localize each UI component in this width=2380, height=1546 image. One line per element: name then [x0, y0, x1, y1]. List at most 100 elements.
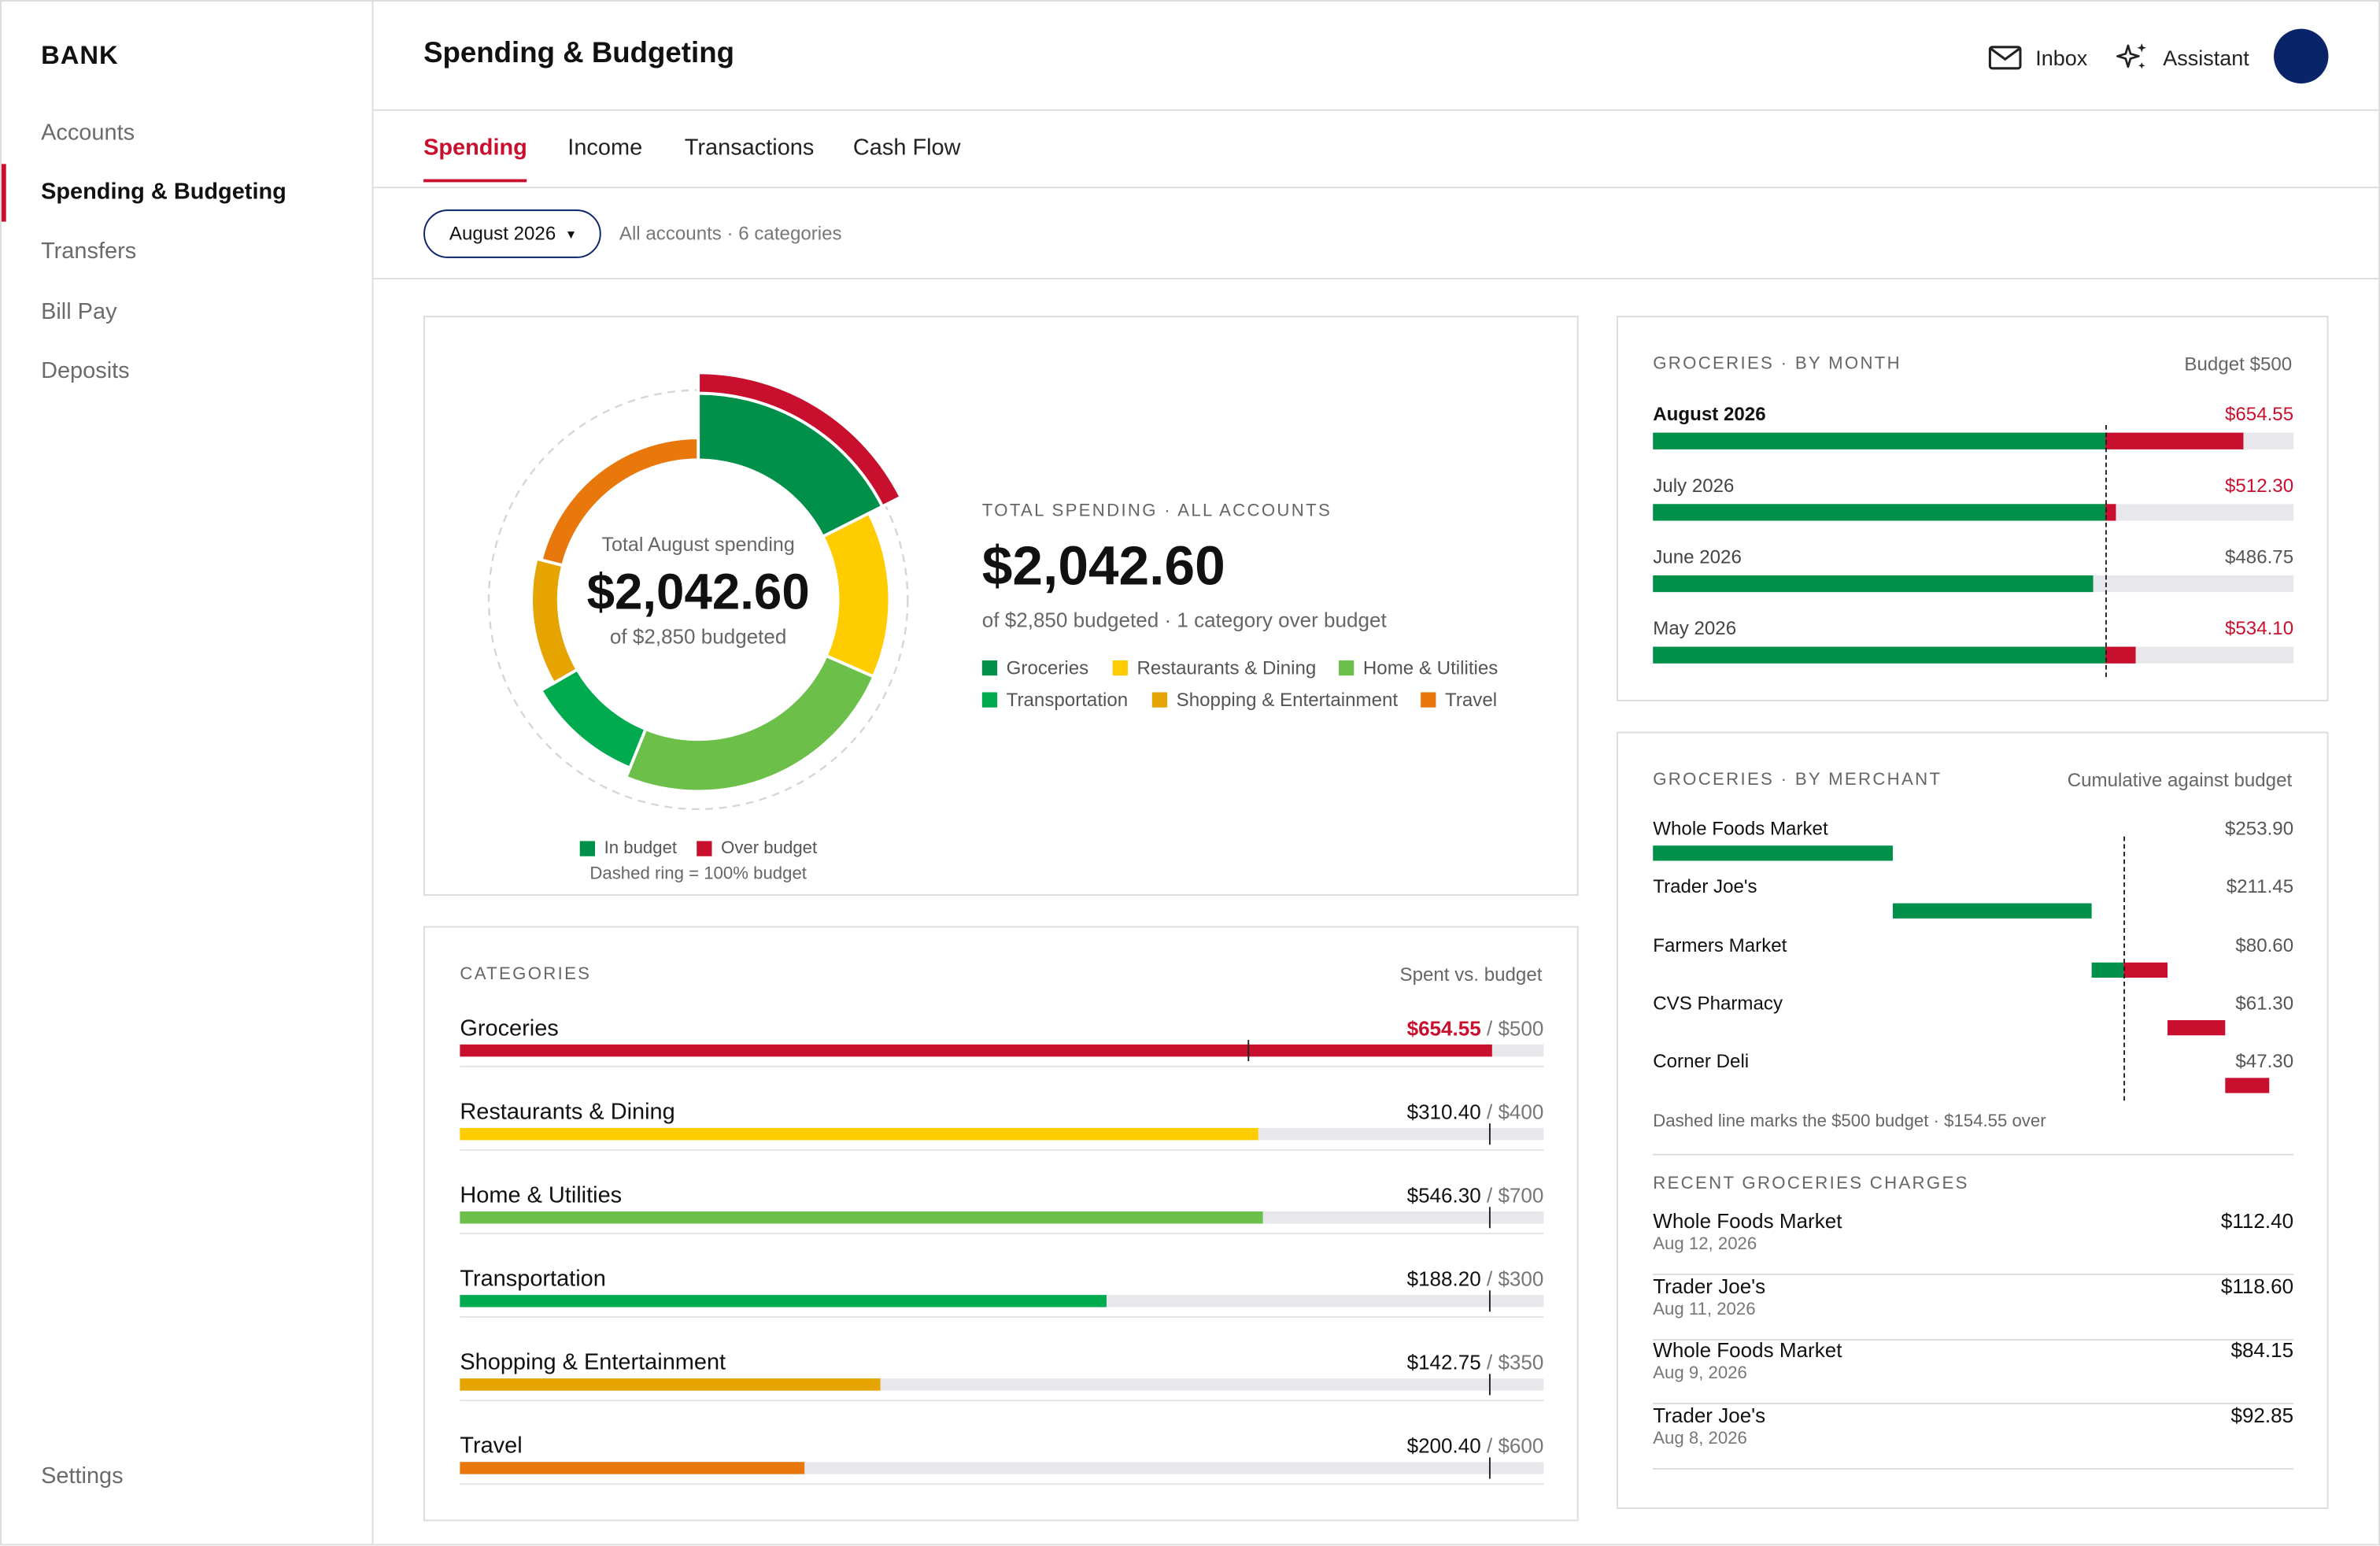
by-merchant-note: Dashed line marks the $500 budget · $154…: [1653, 1112, 2046, 1131]
legend-swatch: [981, 660, 998, 676]
spending-overview-card: Total August spending $2,042.60 of $2,85…: [423, 316, 1579, 896]
category-progress-fill: [460, 1211, 1264, 1224]
month-bar-track: [1653, 432, 2294, 449]
top-bar: Spending & Budgeting Inbox Assistant: [373, 2, 2379, 111]
merchant-name: Trader Joe's: [1653, 876, 1757, 898]
category-spent: $310.40: [1406, 1100, 1481, 1124]
charge-row[interactable]: Whole Foods Market Aug 12, 2026 $112.40: [1653, 1210, 2294, 1276]
category-row[interactable]: Groceries $654.55 / $500: [460, 1015, 1543, 1076]
merchant-name: Whole Foods Market: [1653, 818, 1828, 840]
summary-value: $2,042.60: [981, 534, 1225, 597]
category-spent: $188.20: [1406, 1267, 1481, 1291]
category-progress-track: [460, 1374, 1544, 1396]
category-name: Home & Utilities: [460, 1182, 623, 1209]
tab-cash-flow[interactable]: Cash Flow: [852, 135, 961, 161]
donut-slice-travel[interactable]: [539, 436, 700, 568]
legend-restaurants-label: Restaurants & Dining: [1136, 657, 1317, 679]
charge-merchant: Trader Joe's: [1653, 1274, 1766, 1298]
sidebar-item-accounts[interactable]: Accounts: [41, 120, 135, 146]
charge-row[interactable]: Whole Foods Market Aug 9, 2026 $84.15: [1653, 1340, 2294, 1405]
donut-slice-over-budget[interactable]: [697, 371, 904, 509]
category-row[interactable]: Transportation $188.20 / $300: [460, 1266, 1543, 1326]
charge-row[interactable]: Trader Joe's Aug 8, 2026 $92.85: [1653, 1404, 2294, 1470]
category-name: Shopping & Entertainment: [460, 1349, 726, 1376]
category-progress-fill: [460, 1378, 880, 1391]
legend-swatch: [1339, 660, 1354, 676]
divider: [460, 1148, 1544, 1151]
merchant-bar-in-budget: [1891, 904, 2091, 919]
merchant-bar-in-budget: [2090, 961, 2124, 978]
month-bar-over-budget: [2105, 432, 2245, 449]
month-bar-in-budget: [1653, 646, 2105, 664]
donut-slice-transportation[interactable]: [538, 667, 648, 771]
legend-groceries: Groceries: [981, 657, 1088, 679]
month-dropdown[interactable]: August 2026 ▼: [423, 209, 601, 258]
groceries-by-month-card: GROCERIES · BY MONTH Budget $500 August …: [1616, 316, 2329, 702]
month-bar-over-budget: [2105, 646, 2136, 664]
charge-amount: $92.85: [2230, 1404, 2294, 1428]
merchant-row[interactable]: Corner Deli $47.30: [1653, 1051, 2293, 1108]
merchant-bar-in-budget: [1653, 845, 1892, 861]
sidebar-item-bill-pay[interactable]: Bill Pay: [41, 298, 117, 325]
category-budget: / $600: [1480, 1434, 1544, 1458]
by-month-budget: Budget $500: [2184, 353, 2293, 375]
merchant-bar-over-budget: [2167, 1019, 2225, 1036]
by-merchant-right-label: Cumulative against budget: [2067, 769, 2293, 791]
charge-merchant: Whole Foods Market: [1653, 1210, 1842, 1233]
main-content: Spending & Budgeting Inbox Assistant Spe…: [373, 0, 2380, 1546]
donut-center-value: $2,042.60: [586, 563, 810, 620]
budget-line: [2105, 425, 2106, 678]
merchant-row[interactable]: CVS Pharmacy $61.30: [1653, 993, 2293, 1050]
category-spent: $200.40: [1406, 1434, 1481, 1458]
mail-icon: [1988, 46, 2022, 70]
assistant-button[interactable]: Assistant: [2116, 41, 2249, 74]
spending-donut-chart: [487, 371, 909, 811]
divider: [460, 1316, 1544, 1319]
donut-slice-home-utilities[interactable]: [623, 653, 876, 793]
merchant-name: Corner Deli: [1653, 1050, 1750, 1072]
sparkle-icon: [2116, 43, 2147, 69]
tab-bar: Spending Income Transactions Cash Flow: [373, 111, 2379, 189]
month-label: June 2026: [1653, 546, 1742, 568]
month-amount: $654.55: [2224, 404, 2294, 426]
legend-travel-label: Travel: [1445, 689, 1498, 711]
month-bar-in-budget: [1653, 575, 2093, 593]
sidebar-item-settings[interactable]: Settings: [41, 1463, 124, 1489]
merchant-row[interactable]: Trader Joe's $211.45: [1653, 876, 2293, 934]
sidebar-item-deposits[interactable]: Deposits: [41, 358, 130, 384]
tab-transactions[interactable]: Transactions: [684, 135, 815, 161]
recent-charges-title: RECENT GROCERIES CHARGES: [1653, 1174, 1969, 1193]
tab-spending[interactable]: Spending: [423, 135, 527, 183]
category-budget: / $700: [1480, 1184, 1544, 1208]
legend-shopping-label: Shopping & Entertainment: [1176, 689, 1399, 711]
category-row[interactable]: Travel $200.40 / $600: [460, 1433, 1543, 1494]
by-month-title: GROCERIES · BY MONTH: [1653, 355, 1901, 374]
avatar[interactable]: [2274, 28, 2329, 84]
chevron-down-icon: ▼: [564, 227, 578, 242]
category-spent: $142.75: [1406, 1351, 1481, 1374]
merchant-row[interactable]: Farmers Market $80.60: [1653, 934, 2293, 992]
charge-date: Aug 12, 2026: [1653, 1235, 1757, 1255]
budget-tick: [1489, 1207, 1491, 1229]
inbox-button[interactable]: Inbox: [1988, 41, 2087, 74]
month-row[interactable]: August 2026 $654.55: [1653, 404, 2294, 464]
month-row[interactable]: July 2026 $512.30: [1653, 475, 2294, 536]
category-amount: $546.30 / $700: [1407, 1184, 1544, 1207]
categories-title: CATEGORIES: [460, 965, 592, 984]
merchant-row[interactable]: Whole Foods Market $253.90: [1653, 819, 2293, 876]
budget-line: [2123, 836, 2126, 1101]
month-row[interactable]: June 2026 $486.75: [1653, 546, 2294, 607]
summary-sub: of $2,850 budgeted · 1 category over bud…: [981, 608, 1387, 632]
charge-row[interactable]: Trader Joe's Aug 11, 2026 $118.60: [1653, 1274, 2294, 1341]
category-progress-fill: [460, 1127, 1259, 1141]
month-row[interactable]: May 2026 $534.10: [1653, 618, 2294, 679]
page-title: Spending & Budgeting: [423, 38, 734, 70]
legend-over-budget-label: Over budget: [721, 839, 818, 858]
tab-income[interactable]: Income: [567, 135, 643, 161]
sidebar-item-spending-budgeting[interactable]: Spending & Budgeting: [1, 164, 372, 222]
merchant-amount: $61.30: [2235, 993, 2294, 1015]
category-row[interactable]: Home & Utilities $546.30 / $700: [460, 1182, 1543, 1243]
category-row[interactable]: Shopping & Entertainment $142.75 / $350: [460, 1350, 1543, 1411]
category-row[interactable]: Restaurants & Dining $310.40 / $400: [460, 1099, 1543, 1160]
sidebar-item-transfers[interactable]: Transfers: [41, 238, 137, 264]
